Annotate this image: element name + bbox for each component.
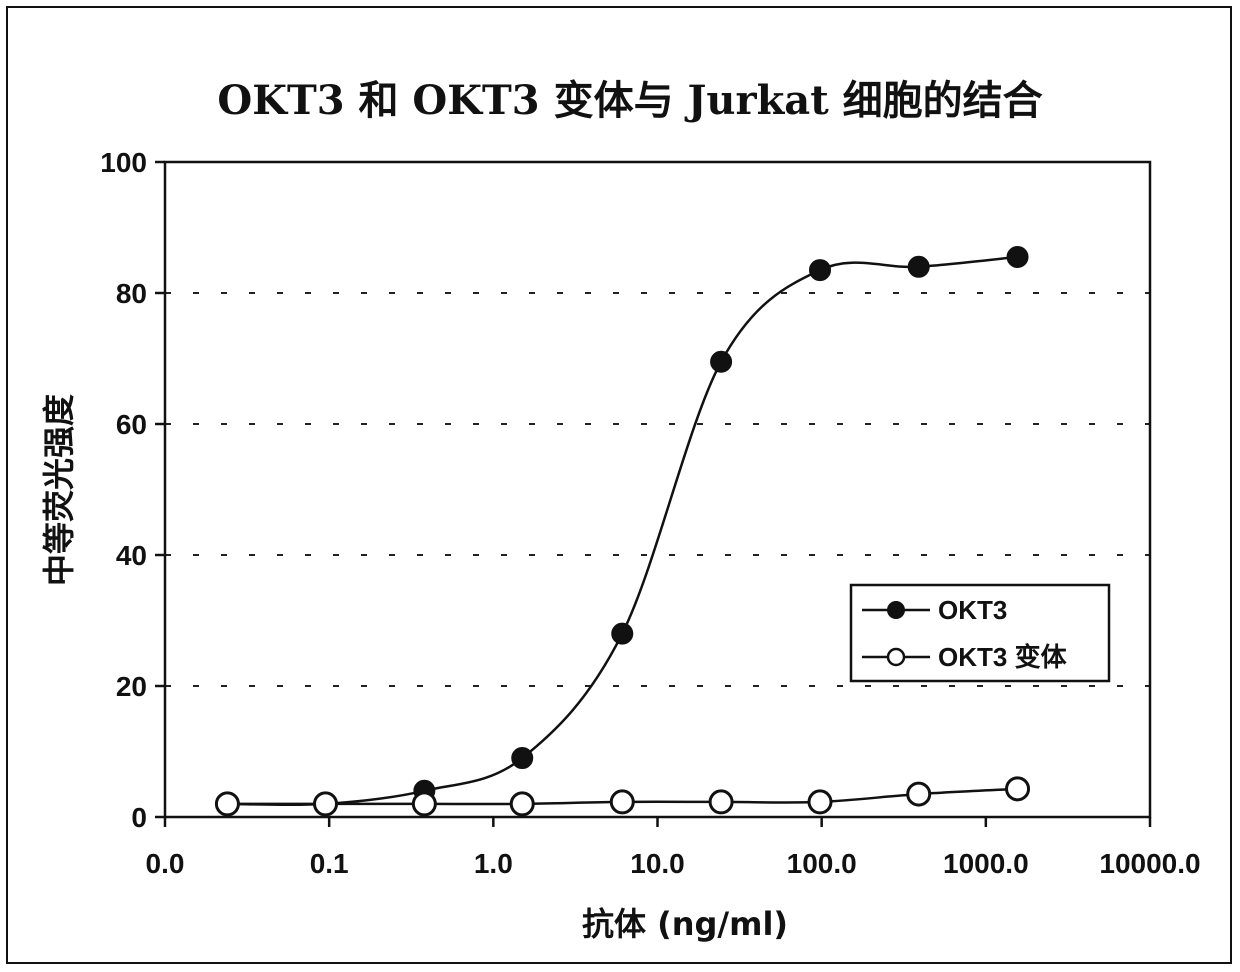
legend-label-okt3: OKT3 (938, 595, 1007, 625)
legend-marker-okt3-variant (888, 649, 904, 665)
data-point-series-0-7 (909, 257, 929, 277)
plot-area (165, 162, 1150, 817)
data-point-series-0-4 (612, 624, 632, 644)
series-layer (216, 247, 1028, 815)
x-tick-label: 1.0 (474, 848, 513, 879)
data-point-series-1-7 (908, 783, 930, 805)
data-point-series-0-6 (810, 260, 830, 280)
y-tick-label: 100 (100, 147, 147, 178)
x-tick-label: 100.0 (787, 848, 857, 879)
legend: OKT3 OKT3 变体 (851, 585, 1109, 681)
y-tick-label: 20 (116, 671, 147, 702)
legend-label-okt3-variant: OKT3 变体 (938, 642, 1068, 672)
legend-marker-okt3 (888, 602, 904, 618)
series-line-0 (227, 257, 1017, 805)
data-point-series-1-3 (511, 793, 533, 815)
y-tick-label: 80 (116, 278, 147, 309)
y-axis: 0 20 40 60 80 100 (100, 147, 165, 833)
data-point-series-1-0 (216, 793, 238, 815)
x-axis: 0.0 0.1 1.0 10.0 100.0 1000.0 10000.0 (146, 817, 1201, 879)
y-tick-label: 40 (116, 540, 147, 571)
x-axis-label: 抗体 (ng/ml) (582, 905, 788, 943)
y-axis-label: 中等荧光强度 (40, 394, 78, 586)
chart-title: OKT3 和 OKT3 变体与 Jurkat 细胞的结合 (217, 77, 1042, 124)
data-point-series-0-8 (1008, 247, 1028, 267)
data-point-series-0-5 (711, 352, 731, 372)
x-tick-label: 0.1 (310, 848, 349, 879)
y-tick-label: 60 (116, 409, 147, 440)
data-point-series-1-8 (1007, 778, 1029, 800)
x-tick-label: 1000.0 (943, 848, 1029, 879)
x-tick-label: 0.0 (146, 848, 185, 879)
x-tick-label: 10.0 (630, 848, 685, 879)
data-point-series-0-3 (512, 748, 532, 768)
x-tick-label: 10000.0 (1099, 848, 1200, 879)
data-point-series-1-4 (611, 791, 633, 813)
data-point-series-1-5 (710, 791, 732, 813)
data-point-series-1-6 (809, 791, 831, 813)
data-point-series-1-2 (413, 793, 435, 815)
y-tick-label: 0 (131, 802, 147, 833)
data-point-series-1-1 (315, 793, 337, 815)
